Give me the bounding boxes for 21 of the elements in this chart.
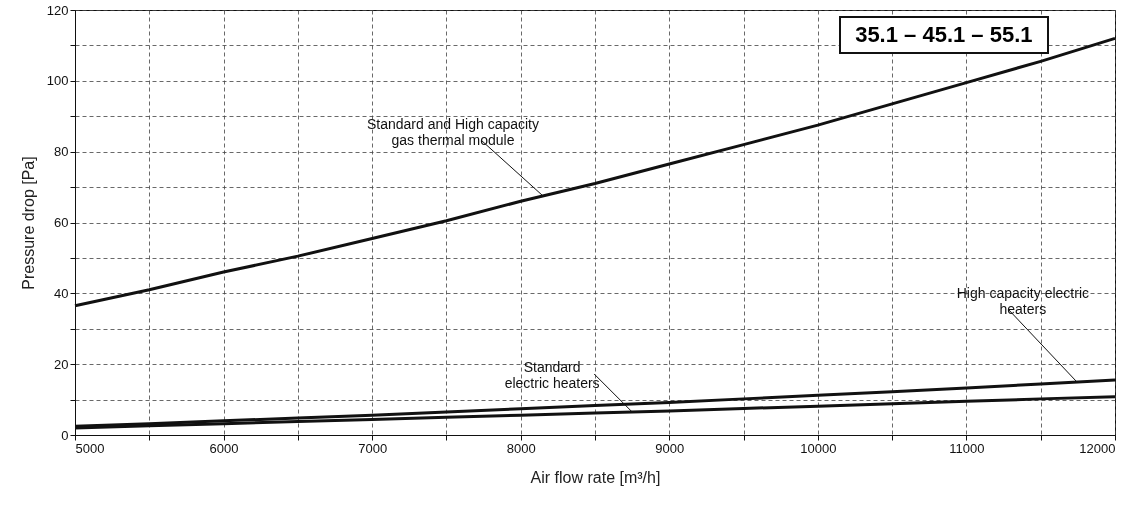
x-axis-title: Air flow rate [m³/h]: [530, 468, 661, 486]
x-tick-label: 11000: [949, 440, 985, 456]
annotation: Standard and High capacity gas thermal module: [367, 115, 539, 148]
y-tick-label: 100: [46, 73, 69, 89]
y-axis-title: Pressure drop [Pa]: [19, 156, 37, 290]
y-tick-label: 120: [46, 2, 69, 18]
x-tick-label: 12000: [1079, 440, 1116, 456]
y-tick-label: 60: [54, 215, 69, 230]
y-tick-label: 0: [61, 427, 69, 443]
y-tick-label: 40: [54, 285, 69, 301]
x-tick-label: 5000: [75, 440, 105, 456]
y-tick-label: 80: [54, 144, 69, 160]
annotation: 35.1 – 45.1 – 55.1: [839, 16, 1049, 54]
annotation: Standard electric heaters: [504, 358, 600, 391]
x-tick-label: 10000: [800, 440, 837, 456]
annotation: High capacity electric heaters: [956, 284, 1089, 317]
x-tick-label: 9000: [655, 440, 685, 456]
x-tick-label: 8000: [506, 440, 536, 456]
x-tick-label: 6000: [209, 440, 239, 456]
y-tick-label: 20: [54, 356, 69, 372]
x-tick-label: 7000: [358, 440, 388, 456]
